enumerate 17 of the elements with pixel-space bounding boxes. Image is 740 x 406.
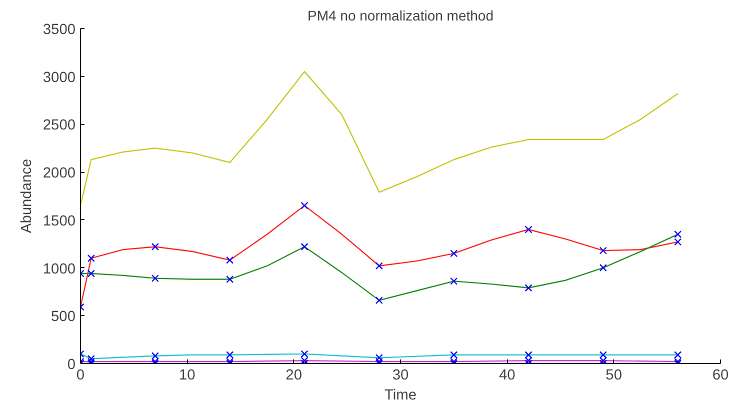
y-tick-label: 3500 — [42, 22, 76, 38]
y-axis-title: Abundance — [18, 158, 35, 234]
x-tick-label: 30 — [392, 368, 409, 384]
x-tick-label: 40 — [499, 368, 516, 384]
y-tick-label: 3000 — [42, 70, 76, 86]
x-axis-title: Time — [384, 388, 417, 404]
y-tick-label: 1500 — [42, 213, 76, 230]
y-tick-label: 0 — [67, 357, 76, 373]
x-tick-label: 50 — [606, 368, 622, 384]
x-tick-label: 10 — [179, 368, 196, 384]
y-tick-label: 2500 — [42, 118, 76, 134]
y-tick-label: 2000 — [42, 166, 76, 182]
y-tick-label: 500 — [51, 309, 76, 326]
chart-title: PM4 no normalization method — [308, 8, 494, 24]
y-tick-label: 1000 — [42, 261, 76, 278]
x-tick-label: 60 — [712, 368, 729, 384]
x-tick-label: 20 — [286, 368, 302, 384]
